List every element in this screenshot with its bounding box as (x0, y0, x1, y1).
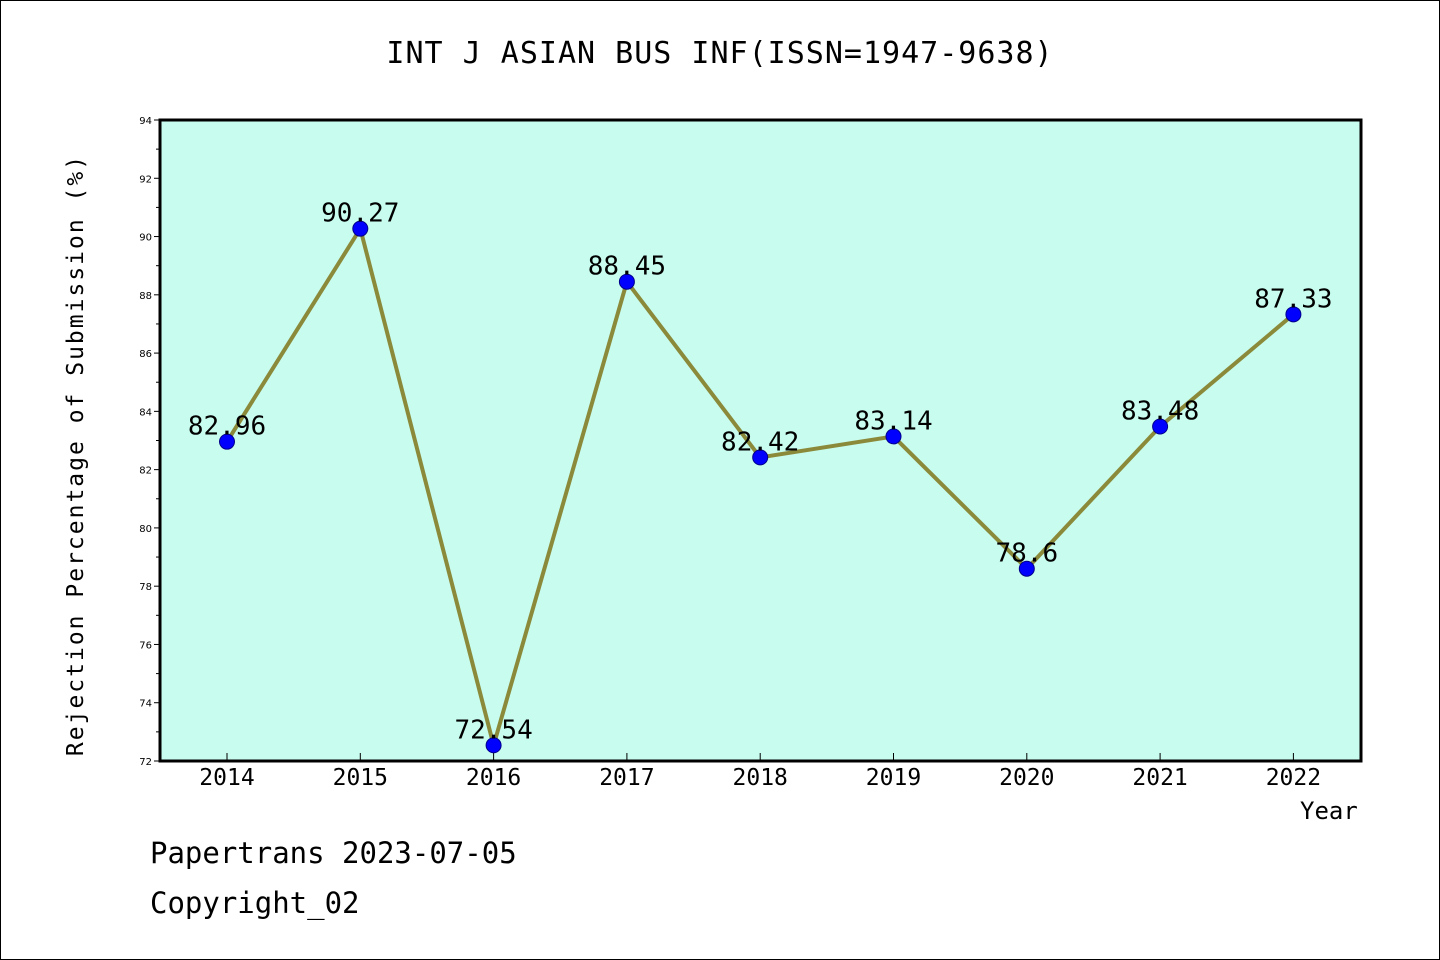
x-tick-label: 2020 (999, 765, 1054, 791)
y-tick-label: 86 (139, 349, 152, 360)
y-axis-label: Rejection Percentage of Submission (%) (63, 153, 89, 757)
y-tick-label: 88 (139, 291, 152, 302)
x-tick-label: 2019 (866, 765, 921, 791)
data-label: 83.14 (854, 406, 932, 436)
data-point (752, 449, 769, 466)
data-point (352, 220, 369, 237)
footer-copyright: Copyright_02 (150, 886, 360, 920)
y-axis-ticks: 72 74 76 78 80 82 84 86 88 90 92 94 (139, 116, 160, 768)
x-tick-label: 2014 (199, 765, 254, 791)
y-tick-label: 72 (139, 757, 152, 768)
data-point (219, 433, 235, 450)
plot-area (158, 118, 1363, 763)
data-point (485, 737, 502, 754)
y-tick-label: 90 (139, 233, 152, 244)
chart-title: INT J ASIAN BUS INF(ISSN=1947-9638) (386, 36, 1054, 71)
y-tick-label: 74 (139, 699, 152, 710)
data-label: 82.96 (188, 412, 266, 442)
x-tick-label: 2015 (333, 765, 388, 791)
data-point (1285, 306, 1302, 323)
data-labels: 82.96 90.27 72.54 88.45 82.42 83.14 78.6 83.48 8… (188, 199, 1333, 746)
x-tick-label: 2022 (1266, 765, 1321, 791)
y-tick-label: 92 (139, 174, 152, 185)
y-tick-label: 82 (139, 466, 152, 477)
y-tick-label: 76 (139, 640, 152, 651)
x-axis-ticks: 2014 2015 2016 2017 2018 2019 2020 2021 2022 (199, 753, 1321, 791)
x-tick-label: 2017 (599, 765, 654, 791)
data-point (1152, 418, 1169, 435)
data-markers (219, 220, 1302, 754)
y-tick-label: 84 (139, 407, 152, 418)
data-label: 87.33 (1254, 284, 1332, 314)
data-label: 90.27 (321, 199, 399, 229)
data-label: 88.45 (588, 252, 666, 282)
y-tick-label: 78 (139, 582, 152, 593)
y-tick-label: 94 (139, 116, 152, 127)
x-axis-label: Year (1300, 797, 1358, 825)
data-point (1018, 560, 1035, 577)
footer-credit: Papertrans 2023-07-05 (150, 836, 517, 870)
data-label: 83.48 (1121, 397, 1199, 427)
data-label: 78.6 (995, 539, 1058, 569)
x-tick-label: 2021 (1132, 765, 1187, 791)
data-point (618, 273, 635, 290)
x-tick-label: 2016 (466, 765, 521, 791)
data-label: 72.54 (454, 715, 532, 745)
data-label: 82.42 (721, 427, 799, 457)
data-point (885, 428, 902, 445)
x-tick-label: 2018 (733, 765, 788, 791)
y-tick-label: 80 (139, 524, 152, 535)
